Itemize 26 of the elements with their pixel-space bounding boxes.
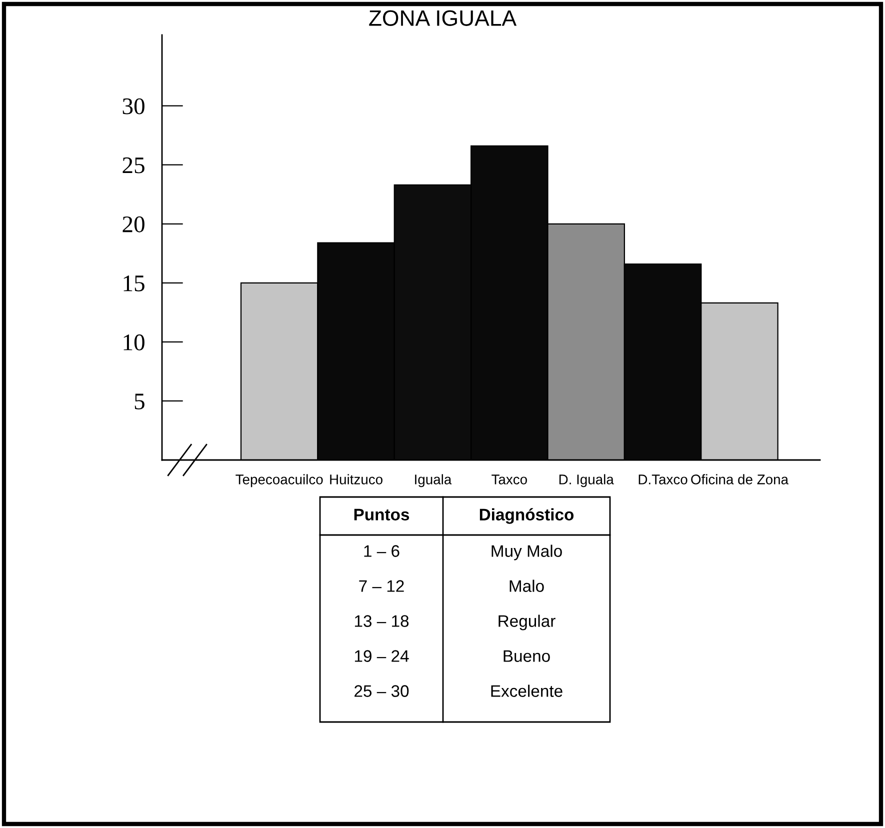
text: Bueno [504,650,550,662]
text: Excelente [491,684,562,697]
x-tick-label: Huitzuco [330,474,382,484]
text: 19 – 24 [354,650,409,662]
text: Regular [498,614,556,630]
y-tick-label: 10 [124,334,144,350]
text: 7 – 12 [359,580,404,592]
x-tick-label: Tepecoacuilco [236,474,323,488]
x-tick-label: D.Taxco [638,474,688,484]
text: Puntos [354,508,410,520]
x-tick-label: Iguala [415,474,452,488]
y-tick-label: 20 [122,216,144,232]
y-tick-label: 5 [134,394,144,410]
x-tick-label: D. Iguala [559,474,614,488]
text: 1 – 6 [364,545,400,557]
text: 13 – 18 [354,615,409,627]
chart-title: ZONA IGUALA [369,10,517,26]
x-tick-label: Oficina de Zona [691,474,789,484]
y-tick-label: 25 [122,157,144,174]
text: Diagnóstico [480,508,574,524]
x-tick-label: Taxco [492,474,527,484]
text: Muy Malo [492,544,562,560]
text: Malo [510,580,544,592]
text: 25 – 30 [354,685,409,697]
y-tick-label: 15 [124,276,144,292]
y-tick-label: 30 [122,98,144,114]
